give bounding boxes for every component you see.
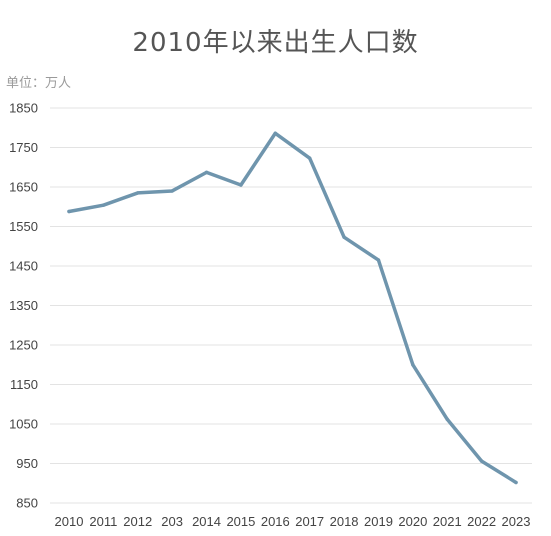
y-tick-label: 1250 (9, 338, 38, 353)
data-point (170, 189, 174, 193)
data-point (136, 191, 140, 195)
y-tick-label: 1450 (9, 259, 38, 274)
unit-label: 单位：万人 (6, 76, 72, 91)
x-tick-label: 2018 (330, 514, 359, 529)
y-tick-label: 1650 (9, 180, 38, 195)
x-tick-label: 2019 (364, 514, 393, 529)
data-point (514, 480, 518, 485)
x-tick-label: 2011 (89, 514, 117, 529)
chart-title: 2010年以来出生人口数 (132, 28, 419, 58)
data-point (445, 417, 449, 421)
data-point (67, 209, 71, 214)
y-tick-label: 1750 (9, 140, 38, 155)
x-tick-label: 2015 (226, 514, 255, 529)
x-tick-label: 2022 (467, 514, 496, 529)
data-point (307, 156, 312, 160)
y-tick-label: 1150 (10, 377, 38, 392)
data-point (204, 170, 209, 175)
data-point (342, 235, 346, 239)
data-point (273, 131, 278, 135)
x-tick-label: 2010 (55, 514, 84, 529)
y-axis-ticks: 850 950 1050 1150 1250 1350 1450 1550 1650 1750 18… (9, 101, 38, 511)
y-tick-label: 850 (16, 496, 38, 511)
data-point (411, 363, 415, 367)
x-tick-label: 2020 (398, 514, 427, 529)
x-axis-ticks: 2010 2011 2012 203 2014 2015 2016 2017 2018 2019 2… (55, 514, 531, 529)
data-point (101, 203, 106, 207)
y-tick-label: 1850 (9, 101, 38, 116)
y-tick-label: 950 (16, 456, 38, 471)
x-tick-label: 2023 (502, 514, 531, 529)
x-tick-label: 2017 (295, 514, 324, 529)
y-tick-label: 1050 (9, 417, 38, 432)
x-tick-label: 2014 (192, 514, 221, 529)
x-tick-label: 203 (161, 514, 183, 529)
data-point (239, 183, 243, 187)
data-point (479, 459, 484, 463)
series-line (67, 131, 518, 485)
data-point (376, 258, 381, 262)
x-tick-label: 2021 (433, 514, 462, 529)
x-tick-label: 2016 (261, 514, 290, 529)
gridlines (50, 107, 532, 504)
series (67, 131, 518, 485)
y-tick-label: 1350 (9, 298, 38, 313)
y-tick-label: 1550 (9, 219, 38, 234)
x-tick-label: 2012 (123, 514, 152, 529)
